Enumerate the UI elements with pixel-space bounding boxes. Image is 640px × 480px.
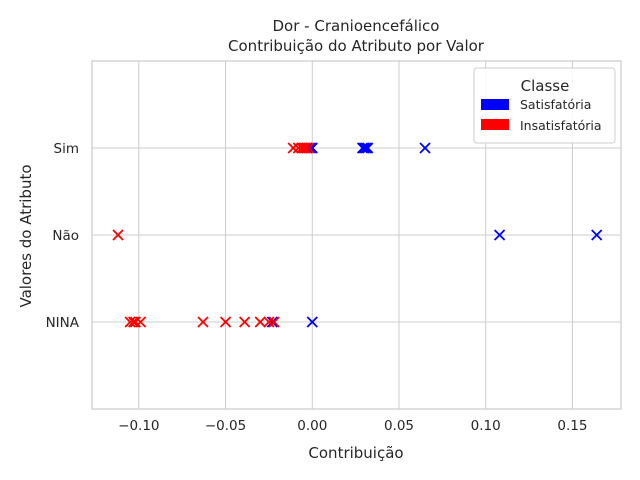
data-point — [362, 142, 374, 154]
data-point — [129, 316, 141, 328]
legend-title: Classe — [521, 77, 570, 95]
legend-label-satisfatoria: Satisfatória — [520, 97, 591, 112]
data-point — [360, 142, 372, 154]
legend-swatch-satisfatoria — [481, 99, 509, 110]
y-axis-label: Valores do Atributo — [17, 164, 35, 307]
data-point — [591, 229, 603, 241]
legend: Classe Satisfatória Insatisfatória — [473, 67, 616, 144]
x-tick-label: −0.05 — [205, 418, 246, 434]
tick-labels: −0.10 −0.05 0.00 0.05 0.10 0.15 NINA Não Sim — [46, 141, 588, 434]
x-tick-label: 0.00 — [297, 418, 327, 434]
data-point — [124, 316, 136, 328]
data-point — [134, 316, 147, 328]
chart-title: Dor - Cranioencefálico — [273, 17, 440, 35]
plot-frame — [91, 60, 622, 410]
legend-label-insatisfatoria: Insatisfatória — [520, 118, 602, 133]
data-point — [306, 316, 318, 328]
data-point — [254, 316, 266, 328]
x-tick-label: 0.10 — [471, 418, 501, 434]
x-tick-label: 0.15 — [557, 418, 587, 434]
data-point — [419, 142, 431, 154]
data-point — [356, 142, 369, 154]
data-point — [287, 142, 299, 154]
chart-subtitle: Contribuição do Atributo por Valor — [228, 37, 485, 55]
y-tick-label: Sim — [54, 141, 79, 157]
legend-box — [473, 67, 616, 144]
data-point — [299, 142, 311, 154]
y-tick-label: NINA — [46, 315, 80, 331]
data-point — [263, 316, 275, 328]
data-point — [303, 142, 315, 154]
x-tick-label: 0.05 — [384, 418, 414, 434]
data-point — [112, 229, 124, 241]
data-point — [268, 316, 280, 328]
x-axis-label: Contribuição — [308, 444, 403, 462]
x-tick-label: −0.10 — [118, 418, 159, 434]
data-point — [266, 316, 279, 328]
data-point — [219, 316, 232, 328]
data-point — [238, 316, 251, 328]
data-points — [112, 142, 603, 328]
data-point — [301, 142, 313, 154]
legend-swatch-insatisfatoria — [481, 119, 509, 130]
data-point — [297, 142, 310, 154]
y-tick-label: Não — [52, 228, 79, 244]
data-point — [358, 142, 370, 154]
data-point — [197, 316, 209, 328]
data-point — [493, 229, 506, 241]
